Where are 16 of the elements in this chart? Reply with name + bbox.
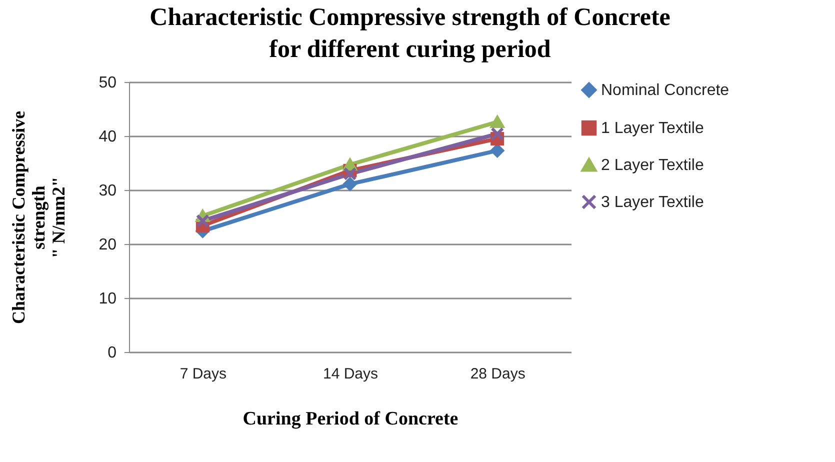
chart-title: Characteristic Compressive strength of Concrete for different curing period bbox=[150, 4, 670, 63]
x-tick-label: 28 Days bbox=[470, 366, 526, 382]
legend-label: Nominal Concrete bbox=[601, 82, 730, 99]
y-tick-label: 50 bbox=[98, 74, 117, 92]
y-tick-label: 0 bbox=[108, 344, 117, 362]
y-tick-label: 20 bbox=[98, 236, 117, 254]
y-tick-label: 40 bbox=[98, 128, 117, 146]
x-tick-label: 14 Days bbox=[322, 366, 378, 382]
x-tick-label: 7 Days bbox=[180, 366, 227, 382]
legend-label: 2 Layer Textile bbox=[601, 157, 704, 174]
legend-label: 3 Layer Textile bbox=[601, 194, 704, 211]
x-axis-title: Curing Period of Concrete bbox=[242, 408, 458, 430]
legend-label: 1 Layer Textile bbox=[601, 120, 704, 137]
y-axis-title: Characteristic Compressive strength " N/mm2" bbox=[8, 110, 69, 324]
y-tick-label: 30 bbox=[98, 182, 117, 200]
y-tick-label: 10 bbox=[98, 290, 117, 308]
